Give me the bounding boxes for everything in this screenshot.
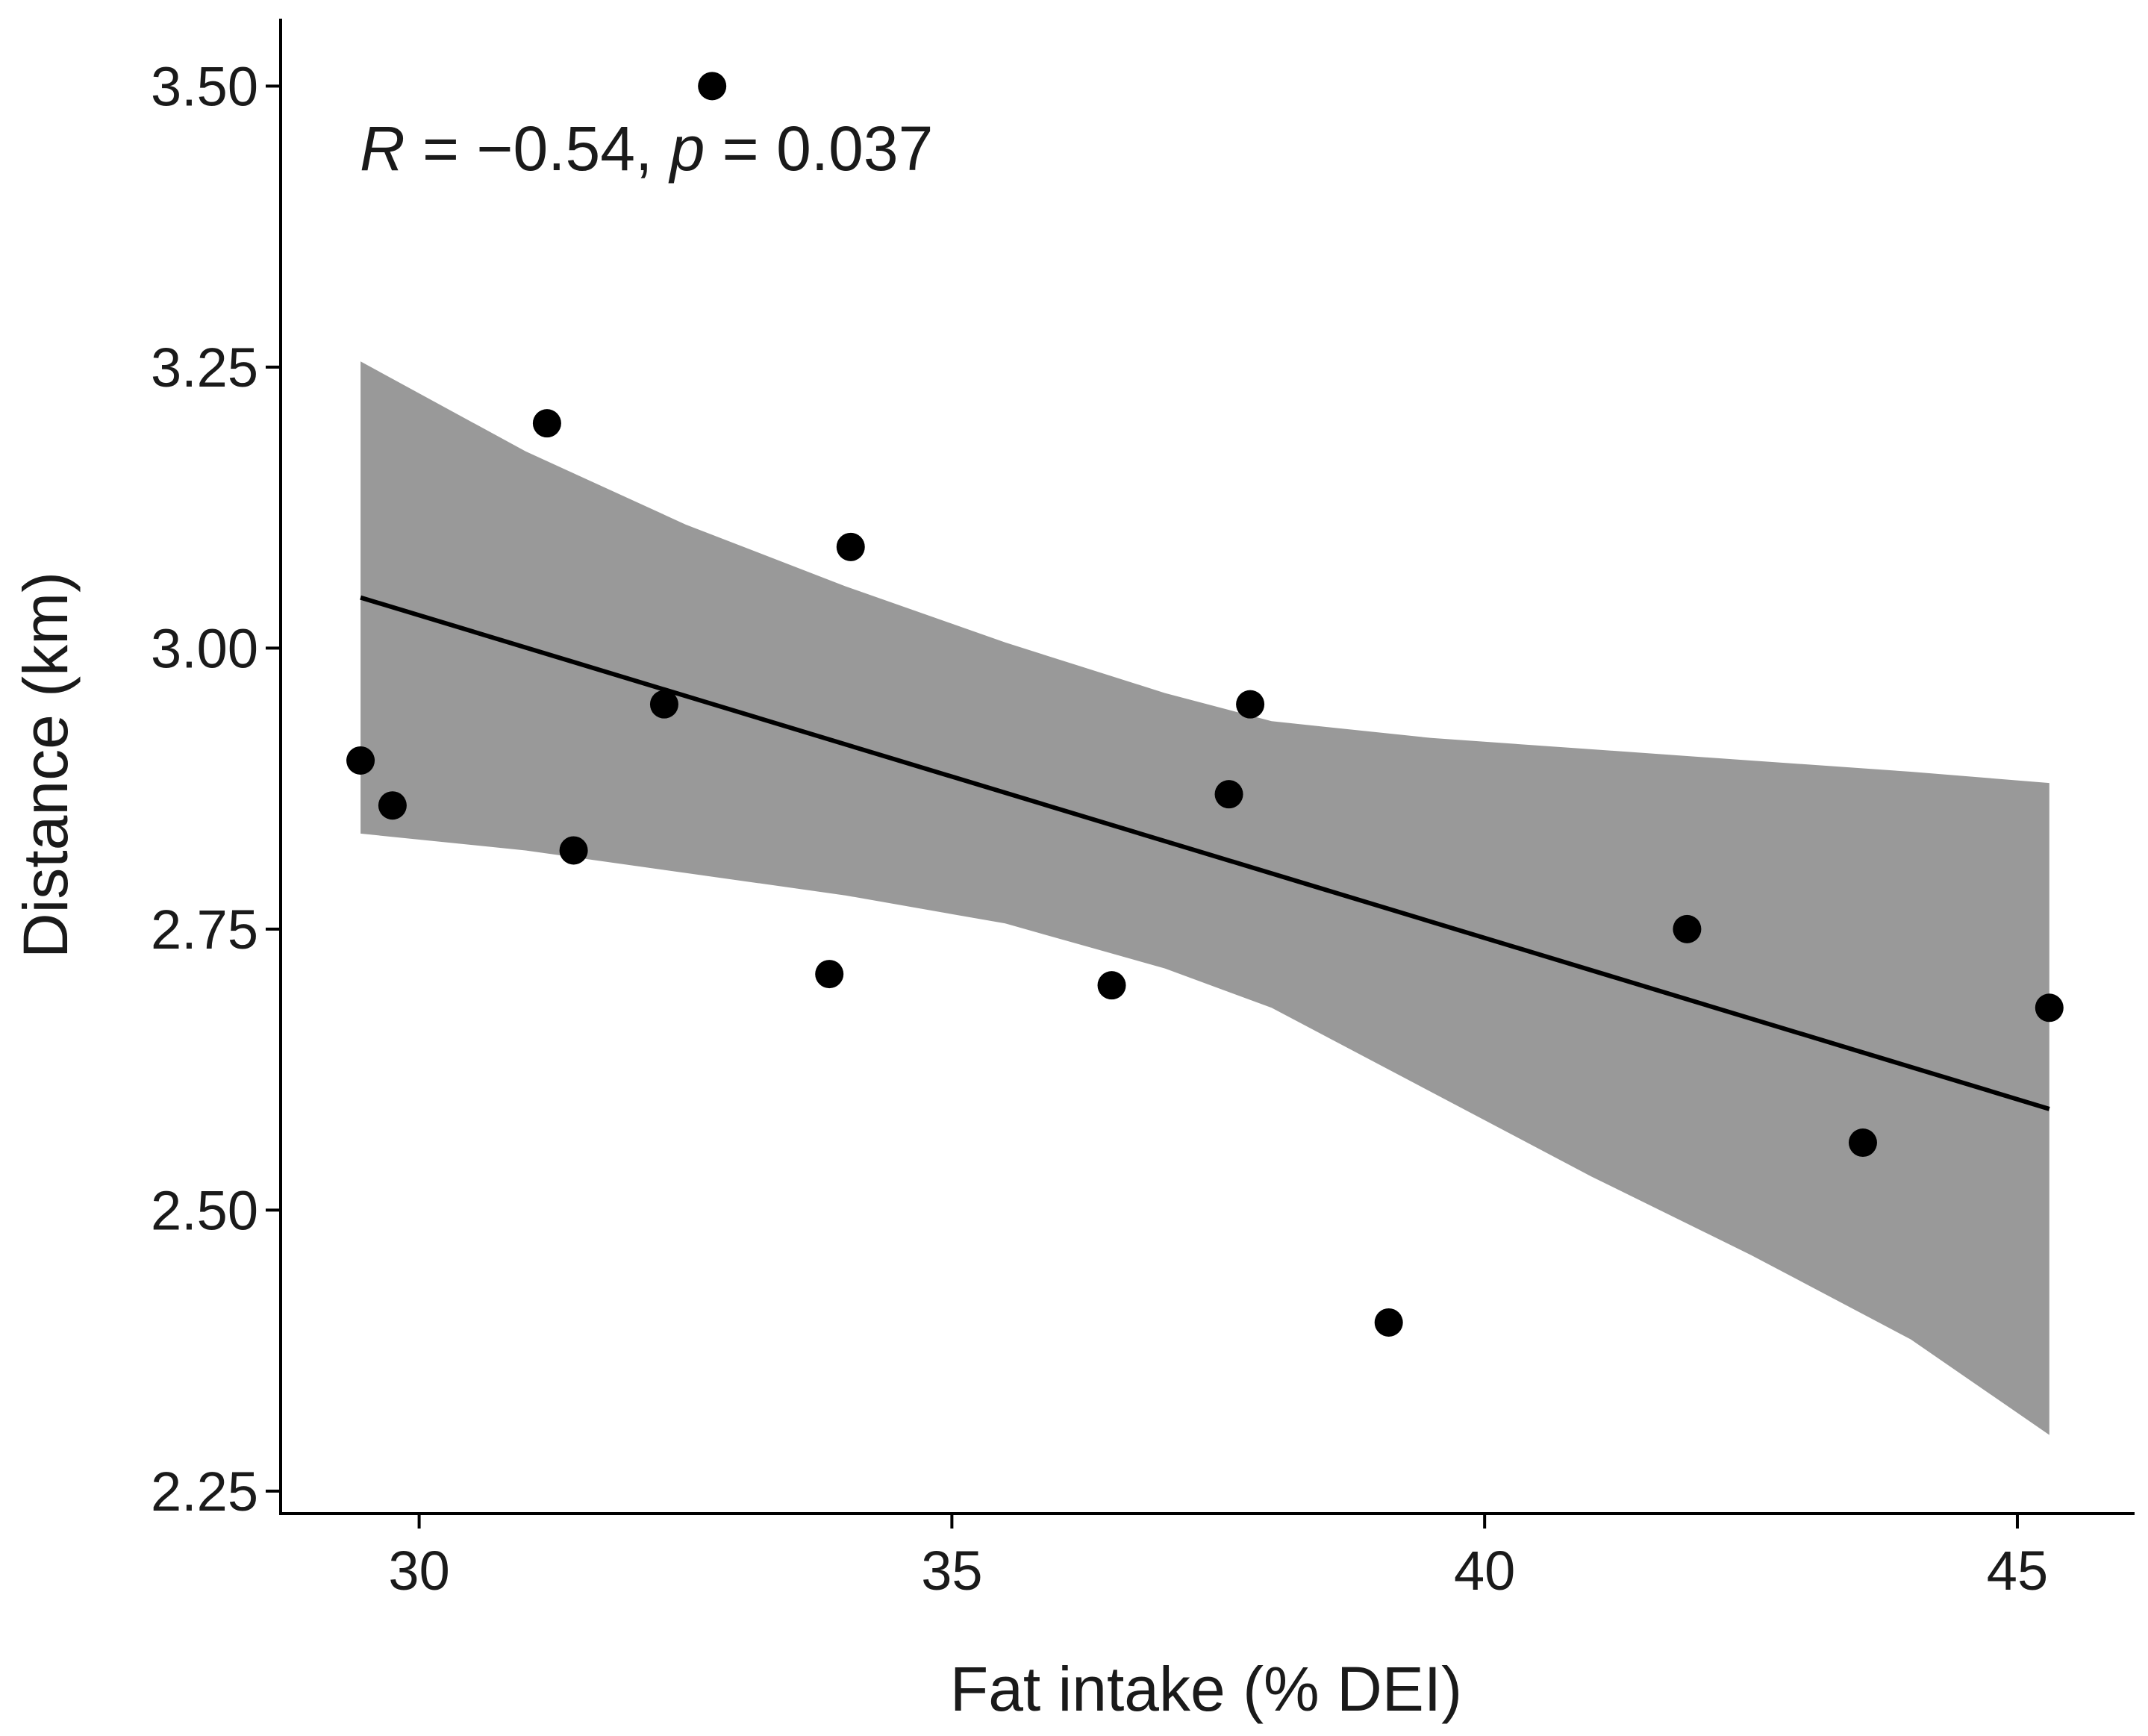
y-axis-title: Distance (km): [10, 572, 81, 958]
data-point: [836, 532, 865, 561]
x-tick-label: 35: [921, 1540, 982, 1602]
p-symbol: p: [668, 113, 705, 184]
data-point: [559, 836, 588, 865]
data-point: [2035, 993, 2064, 1022]
axes-layer: 2.25 2.50 2.75 3.00 3.25 3.50 30 35 40 45: [151, 19, 2135, 1602]
data-points-layer: [346, 72, 2064, 1337]
r-symbol: R: [360, 113, 405, 184]
confidence-band: [360, 361, 2049, 1435]
confidence-band-layer: [360, 361, 2049, 1435]
y-tick-label: 3.00: [151, 617, 258, 679]
y-tick-label: 2.25: [151, 1461, 258, 1523]
data-point: [1214, 780, 1243, 809]
regression-line: [360, 595, 2050, 1111]
data-point: [815, 960, 844, 989]
data-point: [1236, 690, 1265, 719]
x-tick-label: 30: [388, 1540, 449, 1602]
text-layer: R = −0.54, p = 0.037 Fat intake (% DEI) …: [10, 113, 1462, 1724]
p-value: = 0.037: [705, 113, 933, 184]
r-value: = −0.54,: [405, 113, 670, 184]
correlation-annotation: R = −0.54, p = 0.037: [360, 113, 933, 184]
fit-line-layer: [360, 595, 2050, 1111]
data-point: [1374, 1308, 1403, 1337]
y-tick-label: 3.25: [151, 337, 258, 399]
x-tick-label: 40: [1454, 1540, 1515, 1602]
y-tick-label: 2.50: [151, 1179, 258, 1241]
data-point: [1097, 971, 1126, 1000]
data-point: [1673, 914, 1702, 943]
data-point: [378, 791, 407, 820]
data-point: [649, 690, 678, 719]
x-axis-title: Fat intake (% DEI): [950, 1654, 1462, 1724]
data-point: [1848, 1128, 1877, 1158]
y-tick-label: 3.50: [151, 55, 258, 117]
data-point: [698, 72, 727, 101]
x-tick-label: 45: [1987, 1540, 2048, 1602]
data-point: [532, 409, 561, 438]
data-point: [346, 746, 375, 775]
y-tick-label: 2.75: [151, 899, 258, 961]
